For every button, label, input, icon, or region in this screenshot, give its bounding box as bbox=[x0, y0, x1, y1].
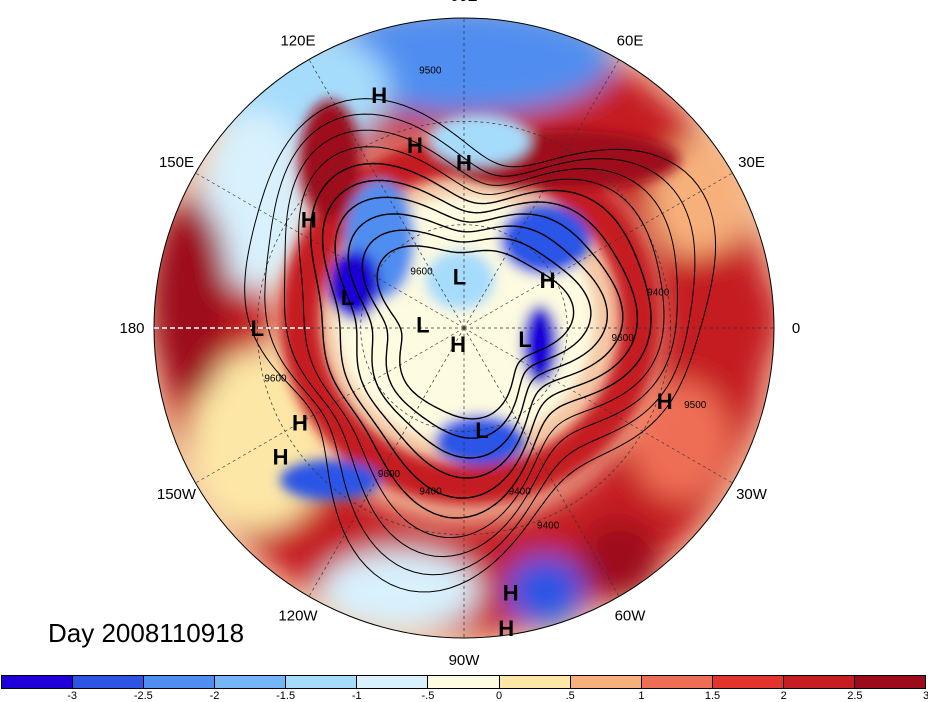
low-pressure-marker: L bbox=[453, 265, 466, 290]
meridian-line bbox=[463, 172, 733, 329]
height-contour bbox=[361, 229, 592, 439]
colorbar-segment bbox=[73, 676, 145, 688]
height-contour bbox=[244, 98, 717, 593]
contour-label: 9500 bbox=[684, 400, 707, 411]
high-pressure-marker: H bbox=[540, 268, 556, 293]
colorbar-segment bbox=[641, 676, 713, 688]
colorbar-tick: 0 bbox=[496, 690, 503, 702]
colorbar-tick: -.5 bbox=[421, 690, 435, 702]
longitude-label: 120E bbox=[280, 32, 315, 49]
contour-label: 9600 bbox=[264, 373, 287, 384]
longitude-label: 30E bbox=[738, 154, 765, 171]
meridian-line bbox=[195, 172, 465, 329]
colorbar-tick: -3 bbox=[67, 690, 78, 702]
colorbar-tick: 1.5 bbox=[704, 690, 721, 702]
low-pressure-marker: L bbox=[475, 418, 488, 443]
meridian-line bbox=[463, 327, 733, 484]
anomaly-field bbox=[154, 18, 774, 638]
longitude-label: 0 bbox=[792, 320, 800, 337]
low-pressure-marker: L bbox=[416, 312, 429, 337]
longitude-labels: 90E 60E 30E 0 30W 60W 90W 120W 150W 180 150E 120E bbox=[119, 0, 800, 669]
parallel-line bbox=[360, 224, 568, 432]
colorbar-segment bbox=[783, 676, 855, 688]
contour-label: 9600 bbox=[378, 469, 401, 480]
height-contours bbox=[244, 98, 717, 593]
colorbar-segment bbox=[357, 676, 429, 688]
height-contour bbox=[334, 196, 624, 479]
colorbar-segment bbox=[144, 676, 216, 688]
meridian-line bbox=[463, 59, 620, 329]
high-pressure-marker: H bbox=[498, 616, 514, 641]
high-pressure-marker: H bbox=[292, 411, 308, 436]
high-pressure-marker: H bbox=[301, 207, 317, 232]
colorbar-tick: 2 bbox=[780, 690, 787, 702]
longitude-label: 150E bbox=[159, 154, 194, 171]
height-contour bbox=[376, 245, 575, 420]
low-pressure-marker: L bbox=[341, 285, 354, 310]
contour-label: 9400 bbox=[419, 486, 442, 497]
meridian-line bbox=[308, 327, 465, 597]
meridian-line bbox=[195, 327, 465, 484]
polar-map: 9400 9500 9600 9400 9600 9500 9400 9600 9400 9600… bbox=[119, 0, 800, 669]
high-pressure-marker: H bbox=[456, 151, 472, 176]
high-pressure-marker: H bbox=[407, 133, 423, 158]
high-pressure-marker: H bbox=[273, 444, 289, 469]
longitude-label: 90E bbox=[451, 0, 478, 5]
colorbar-segment bbox=[2, 676, 74, 688]
height-contour bbox=[321, 179, 639, 499]
height-contour bbox=[347, 213, 609, 459]
longitude-label: 150W bbox=[157, 486, 197, 503]
colorbar-tick: .5 bbox=[565, 690, 575, 702]
colorbar-segment bbox=[286, 676, 358, 688]
contour-label: 9400 bbox=[647, 288, 670, 299]
parallel-line bbox=[256, 120, 672, 536]
low-pressure-marker: L bbox=[251, 316, 264, 341]
colorbar-tick: -2 bbox=[209, 690, 220, 702]
colorbar bbox=[1, 675, 926, 689]
colorbar-tick: -1.5 bbox=[276, 690, 296, 702]
high-pressure-marker: H bbox=[371, 83, 387, 108]
height-contour bbox=[309, 162, 652, 519]
longitude-label: 30W bbox=[736, 486, 768, 503]
colorbar-segment bbox=[499, 676, 571, 688]
colorbar-tick: -2.5 bbox=[133, 690, 153, 702]
colorbar-segment bbox=[428, 676, 500, 688]
height-contour bbox=[264, 113, 696, 576]
colorbar-segment bbox=[215, 676, 287, 688]
contour-label: 9600 bbox=[410, 266, 433, 277]
longitude-label: 60W bbox=[615, 608, 647, 625]
colorbar-tick: -1 bbox=[351, 690, 362, 702]
height-contour bbox=[298, 146, 665, 538]
high-pressure-marker: H bbox=[450, 332, 466, 357]
longitude-label: 180 bbox=[119, 320, 144, 337]
contour-label: 9500 bbox=[419, 66, 442, 77]
height-contour bbox=[284, 129, 679, 558]
contour-labels: 9400 9500 9600 9400 9600 9500 9400 9600 9400 9600 bbox=[264, 66, 706, 532]
contour-label: 9600 bbox=[612, 333, 635, 344]
meridian-line bbox=[463, 327, 620, 597]
contour-label: 9400 bbox=[537, 521, 560, 532]
day-title: Day 2008110918 bbox=[48, 618, 245, 648]
colorbar-segment bbox=[570, 676, 642, 688]
high-pressure-marker: H bbox=[657, 389, 673, 414]
colorbar-segment bbox=[854, 676, 926, 688]
low-pressure-marker: L bbox=[518, 327, 531, 352]
contour-label: 9400 bbox=[509, 486, 532, 497]
longitude-label: 60E bbox=[617, 32, 644, 49]
longitude-label: 120W bbox=[278, 608, 318, 625]
colorbar-tick: 2.5 bbox=[847, 690, 863, 702]
colorbar-segment bbox=[712, 676, 784, 688]
longitude-label: 90W bbox=[449, 652, 481, 669]
colorbar-tick: 1 bbox=[638, 690, 645, 702]
colorbar-tick: 3 bbox=[922, 690, 928, 702]
high-pressure-marker: H bbox=[503, 581, 519, 606]
